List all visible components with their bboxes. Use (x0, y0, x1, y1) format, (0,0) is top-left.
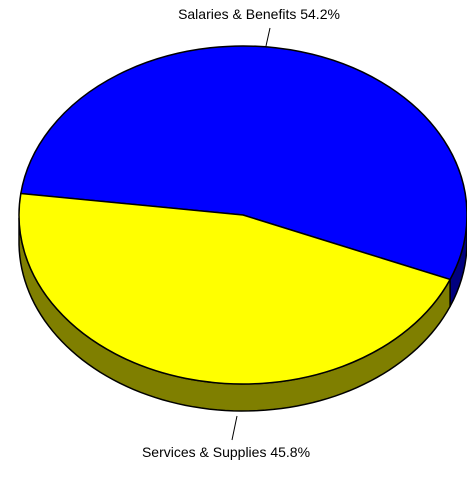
slice-label-1: Services & Supplies 45.8% (142, 444, 310, 460)
pie-slice-0 (19, 45, 467, 281)
leader-lines (231, 27, 271, 441)
leader-line-1 (231, 415, 238, 441)
pie-slices (18, 45, 467, 385)
pie-slice-1 (18, 192, 452, 385)
slice-labels: Salaries & Benefits 54.2% Services & Supp… (142, 6, 340, 460)
leader-line-0 (265, 27, 271, 47)
slice-label-0: Salaries & Benefits 54.2% (178, 6, 340, 22)
